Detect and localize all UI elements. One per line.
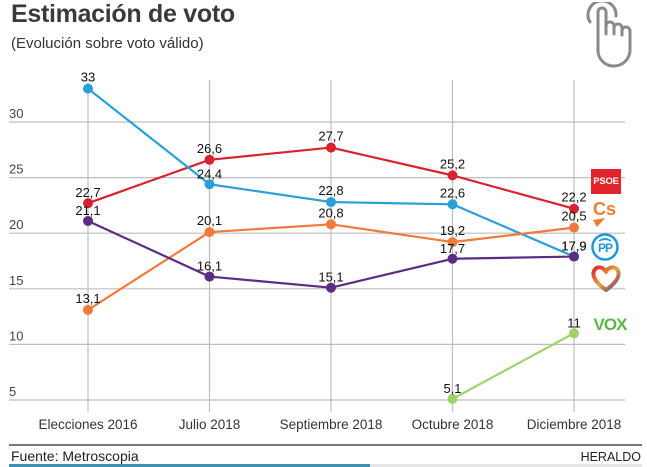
data-point-psoe[interactable] <box>204 154 215 165</box>
data-point-pp[interactable] <box>204 179 215 190</box>
data-label-podemos: 17,9 <box>561 239 586 254</box>
data-label-psoe: 26,6 <box>197 141 222 156</box>
data-point-pp[interactable] <box>447 199 458 210</box>
data-label-podemos: 15,1 <box>318 270 343 285</box>
legend-psoe-logo: PSOE <box>591 169 621 194</box>
data-point-podemos[interactable] <box>326 282 336 293</box>
series <box>83 83 579 404</box>
chart-subtitle: (Evolución sobre voto válido) <box>11 35 204 52</box>
scroll-progress-fill <box>9 464 370 467</box>
data-point-podemos[interactable] <box>447 253 458 264</box>
data-label-psoe: 27,7 <box>318 129 343 144</box>
legend-pp-logo: PP <box>590 232 620 262</box>
data-label-psoe: 22,7 <box>75 185 100 200</box>
data-label-cs: 20,1 <box>197 213 222 228</box>
data-label-pp: 22,6 <box>440 185 465 200</box>
data-label-vox: 5,1 <box>443 381 461 396</box>
y-tick-label: 10 <box>9 328 23 343</box>
legend-cs-logo: Cs <box>592 198 622 228</box>
data-point-podemos[interactable] <box>83 215 93 226</box>
grid <box>9 80 625 412</box>
x-tick-label: Septiembre 2018 <box>280 417 383 432</box>
data-label-pp: 17,9 <box>561 239 586 254</box>
y-tick-label: 20 <box>9 217 23 232</box>
x-axis-ticks: Elecciones 2016 Julio 2018 Septiembre 2018… <box>38 417 621 432</box>
data-label-cs: 13,1 <box>75 291 100 306</box>
x-tick-label: Elecciones 2016 <box>38 417 137 432</box>
data-point-podemos[interactable] <box>204 271 215 282</box>
data-point-vox[interactable] <box>569 328 579 339</box>
line-chart: 5 10 15 20 25 30 Elecciones 2016 Julio 2018 Sep… <box>9 70 625 432</box>
x-tick-label: Julio 2018 <box>179 417 241 432</box>
data-point-psoe[interactable] <box>83 198 93 209</box>
data-point-pp[interactable] <box>83 83 93 94</box>
data-point-cs[interactable] <box>447 237 458 248</box>
data-point-psoe[interactable] <box>569 203 579 214</box>
data-point-cs[interactable] <box>83 304 93 315</box>
data-labels: 22,7 26,6 27,7 25,2 22,2 33 24,4 22,8 22,6 17,9 13… <box>75 70 586 396</box>
data-label-cs: 20,5 <box>561 209 586 224</box>
y-tick-label: 5 <box>9 384 16 399</box>
data-point-cs[interactable] <box>204 227 215 238</box>
y-tick-label: 15 <box>9 273 23 288</box>
data-label-pp: 24,4 <box>197 166 222 181</box>
data-label-vox: 11 <box>567 315 581 330</box>
data-label-pp: 22,8 <box>318 183 343 198</box>
x-tick-label: Octubre 2018 <box>412 417 494 432</box>
data-label-podemos: 16,1 <box>197 259 222 274</box>
series-line-vox <box>451 332 575 400</box>
data-label-cs: 20,8 <box>318 205 343 220</box>
data-label-podemos: 21,1 <box>75 203 100 218</box>
y-tick-label: 30 <box>9 106 23 121</box>
legend-vox-logo: VOX <box>593 315 628 334</box>
y-tick-label: 25 <box>9 162 23 177</box>
svg-text:PP: PP <box>598 241 613 255</box>
data-label-podemos: 17,7 <box>440 241 465 256</box>
data-label-pp: 33 <box>81 70 95 85</box>
pp-logo-icon: PP <box>591 233 619 261</box>
touch-hand-icon[interactable] <box>582 2 638 68</box>
x-tick-label: Diciembre 2018 <box>527 417 622 432</box>
data-point-cs[interactable] <box>326 219 336 230</box>
legend-podemos-logo <box>590 262 622 294</box>
data-label-psoe: 25,2 <box>440 156 465 171</box>
scroll-progress-bar <box>9 464 642 467</box>
cs-logo-icon: Cs <box>593 199 616 227</box>
chart-title: Estimación de voto <box>11 0 235 28</box>
data-point-pp[interactable] <box>326 197 336 208</box>
data-point-psoe[interactable] <box>447 170 458 181</box>
y-axis-ticks: 5 10 15 20 25 30 <box>9 106 23 399</box>
podemos-heart-icon <box>591 265 621 292</box>
data-label-cs: 19,2 <box>440 223 465 238</box>
brand-label: HERALDO <box>580 450 641 464</box>
source-note: Fuente: Metroscopia <box>11 448 139 464</box>
data-point-psoe[interactable] <box>326 142 336 153</box>
svg-text:Cs: Cs <box>593 199 616 219</box>
data-point-vox[interactable] <box>447 393 458 404</box>
data-point-podemos[interactable] <box>569 251 579 262</box>
footer-divider <box>9 444 642 446</box>
data-label-psoe: 22,2 <box>561 190 586 205</box>
data-point-cs[interactable] <box>569 222 579 233</box>
